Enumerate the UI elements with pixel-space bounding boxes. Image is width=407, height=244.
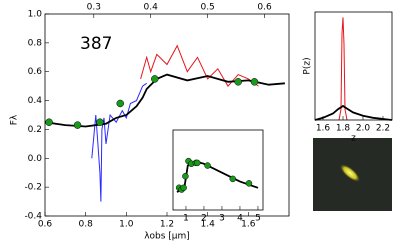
x2-tick-label: 0.5 (200, 3, 214, 13)
data-point (73, 121, 82, 129)
x2-tick-label: 0.4 (144, 3, 159, 13)
y-tick-label: -0.2 (24, 183, 42, 193)
galaxy (339, 163, 361, 183)
series-line (140, 44, 259, 87)
y-tick-label: -0.4 (24, 212, 42, 222)
plot-frame (172, 129, 264, 211)
x-tick-label: 5 (255, 214, 261, 224)
y-tick-label: 0.8 (28, 38, 43, 48)
x-tick-label: 1.6 (241, 220, 256, 230)
x-axis-label: z (351, 134, 356, 144)
x-tick-label: 0.8 (79, 220, 94, 230)
y-tick-label: 0.6 (28, 67, 43, 77)
data-point (182, 172, 189, 180)
x-axis-label: λobs [μm] (144, 232, 190, 242)
x2-tick-label: 0.3 (87, 3, 101, 13)
data-point (194, 159, 201, 167)
data-point (180, 184, 187, 192)
x2-tick-label: 0.6 (257, 3, 272, 13)
x-tick-label: 1 (183, 214, 189, 224)
data-point (245, 180, 253, 187)
object-id: 387 (80, 34, 112, 54)
x-tick-label: 1.8 (336, 124, 351, 134)
series-line (44, 73, 285, 128)
data-point (204, 162, 211, 169)
y-tick-label: 1.0 (28, 10, 43, 20)
data-point (250, 78, 259, 86)
x-tick-label: 1.2 (160, 220, 174, 230)
x-tick-label: 2.0 (356, 124, 371, 134)
data-point (45, 118, 53, 126)
data-point (151, 75, 159, 83)
data-point (229, 175, 237, 183)
y-tick-label: 0.4 (28, 96, 43, 106)
x-tick-label: 1.4 (201, 220, 216, 230)
x-tick-label: 0.6 (38, 220, 53, 230)
y-tick-label: 0.2 (28, 125, 42, 135)
series-line (314, 104, 393, 121)
series-line (338, 17, 348, 121)
x-tick-label: 2 (201, 214, 207, 224)
data-point (96, 118, 104, 126)
series-line (91, 82, 147, 202)
y-axis-label: P(z) (303, 57, 313, 74)
x-tick-label: 2.2 (376, 124, 390, 134)
data-point (234, 78, 242, 86)
x-tick-label: 3 (219, 214, 225, 224)
data-point (116, 99, 124, 108)
y-tick-label: 0.0 (28, 154, 43, 164)
x-tick-label: 1.6 (316, 124, 331, 134)
x-tick-label: 4 (237, 214, 243, 224)
x-tick-label: 1.0 (119, 220, 134, 230)
y-axis-label: Fλ (10, 114, 20, 125)
plot-frame (314, 11, 393, 121)
